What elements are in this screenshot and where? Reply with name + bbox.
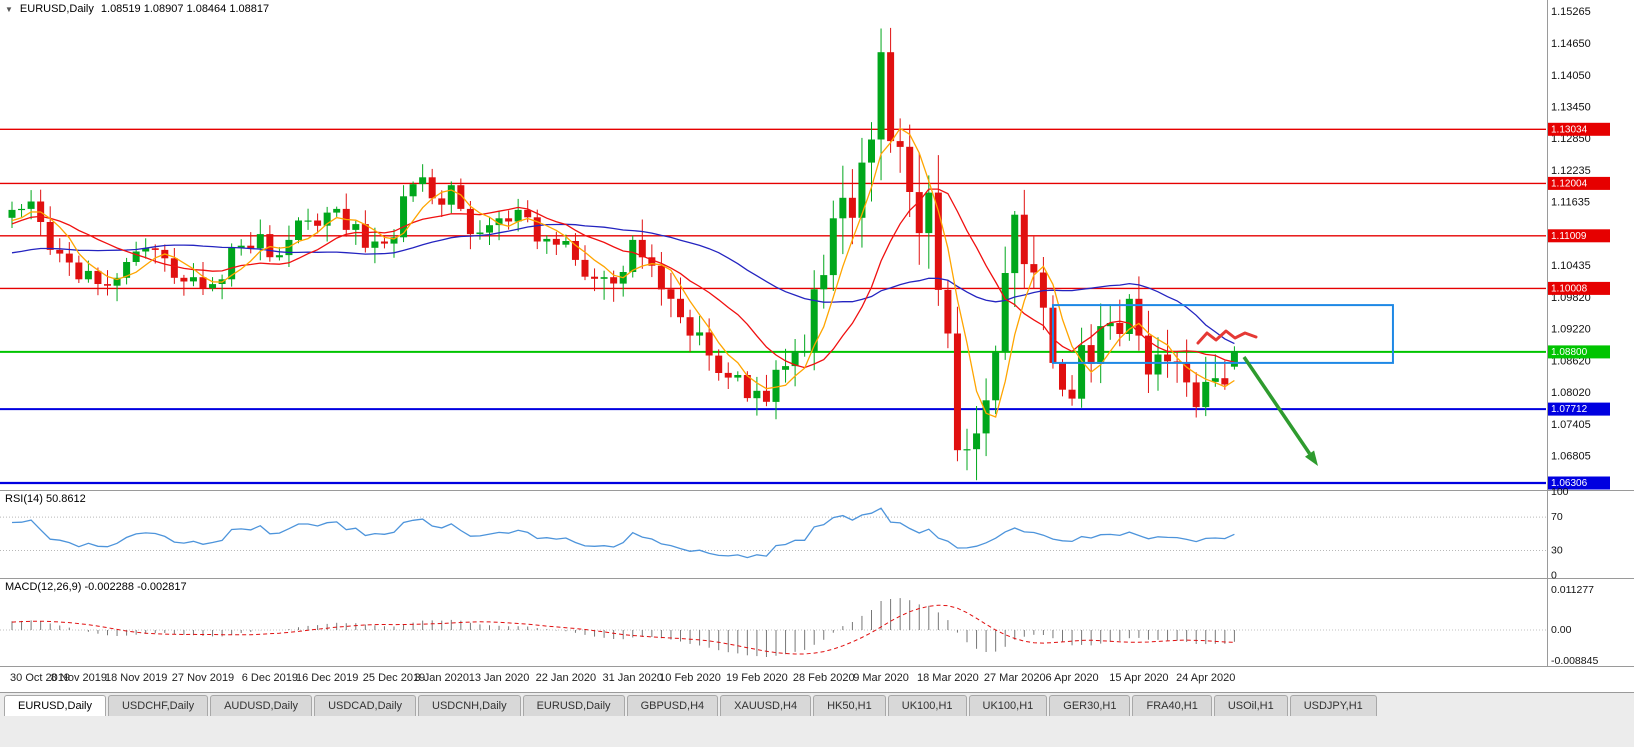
svg-text:9 Mar 2020: 9 Mar 2020: [853, 672, 909, 684]
svg-text:1.14650: 1.14650: [1551, 38, 1591, 50]
chart-canvas[interactable]: 1.15265 1.14650 1.14050 1.13450 1.12850 1.122…: [0, 0, 1634, 692]
svg-text:30: 30: [1551, 544, 1563, 556]
svg-text:1.08800: 1.08800: [1551, 347, 1588, 358]
symbol-timeframe-label: EURUSD,Daily: [19, 3, 94, 15]
chart-tab-usdchf-daily[interactable]: USDCHF,Daily: [107, 695, 209, 716]
chart-tab-gbpusd-h4[interactable]: GBPUSD,H4: [626, 695, 719, 716]
chart-tab-usdcad-daily[interactable]: USDCAD,Daily: [314, 695, 417, 716]
svg-text:1.06805: 1.06805: [1551, 451, 1591, 463]
macd-signal-line: [11, 604, 1235, 655]
svg-text:25 Dec 2019: 25 Dec 2019: [363, 672, 425, 684]
macd-panel: [0, 598, 1546, 657]
chart-tab-xauusd-h4[interactable]: XAUUSD,H4: [720, 695, 812, 716]
svg-text:0.011277: 0.011277: [1551, 584, 1594, 596]
svg-text:30 Oct 2019: 30 Oct 2019: [10, 672, 70, 684]
price-badges: 1.13034 1.12004 1.11009 1.10008 1.08800 1.077…: [1548, 122, 1610, 490]
macd-axis: 0.011277 0.00 -0.008845: [1551, 584, 1598, 667]
svg-text:1.09820: 1.09820: [1551, 292, 1591, 304]
one-click-trading-collapse-icon[interactable]: ▼: [5, 4, 13, 14]
svg-text:24 Apr 2020: 24 Apr 2020: [1176, 672, 1235, 684]
price-badge-1.13034: [1548, 122, 1610, 136]
panel-separators: [0, 0, 1634, 667]
svg-text:6 Dec 2019: 6 Dec 2019: [242, 672, 298, 684]
svg-text:15 Apr 2020: 15 Apr 2020: [1109, 672, 1168, 684]
chart-tab-ger30-h1[interactable]: GER30,H1: [1049, 695, 1131, 716]
svg-text:0: 0: [1551, 569, 1557, 581]
svg-text:-0.008845: -0.008845: [1551, 655, 1598, 667]
chart-tab-hk50-h1[interactable]: HK50,H1: [813, 695, 886, 716]
svg-text:18 Mar 2020: 18 Mar 2020: [917, 672, 979, 684]
svg-text:1.13034: 1.13034: [1551, 124, 1588, 135]
projection-arrow[interactable]: [1242, 356, 1318, 466]
rsi-panel: [0, 507, 1546, 559]
macd-indicator-label: MACD(12,26,9) -0.002288 -0.002817: [5, 581, 187, 593]
price-path-annotation[interactable]: [1196, 329, 1258, 345]
svg-text:8 Nov 2019: 8 Nov 2019: [51, 672, 107, 684]
rsi-line: [11, 507, 1235, 559]
price-badge-1.07712: [1548, 402, 1610, 416]
svg-text:27 Mar 2020: 27 Mar 2020: [984, 672, 1046, 684]
svg-text:1.07405: 1.07405: [1551, 419, 1591, 431]
svg-text:31 Jan 2020: 31 Jan 2020: [602, 672, 663, 684]
svg-text:1.12850: 1.12850: [1551, 133, 1591, 145]
svg-text:100: 100: [1551, 486, 1569, 498]
chart-tab-uk100-h1[interactable]: UK100,H1: [887, 695, 967, 716]
svg-text:1.10435: 1.10435: [1551, 260, 1591, 272]
price-badge-1.06306: [1548, 476, 1610, 490]
svg-text:6 Apr 2020: 6 Apr 2020: [1045, 672, 1098, 684]
ma-medium-line: [11, 188, 1235, 369]
ma-fast-line: [11, 127, 1235, 418]
chart-tab-usdjpy-h1[interactable]: USDJPY,H1: [1289, 695, 1377, 716]
svg-text:1.09220: 1.09220: [1551, 324, 1591, 336]
svg-text:1.11009: 1.11009: [1551, 231, 1587, 242]
ohlc-values: 1.08519 1.08907 1.08464 1.08817: [100, 3, 270, 15]
candlestick-series: [8, 27, 1238, 481]
chart-tab-eurusd-daily[interactable]: EURUSD,Daily: [4, 695, 106, 716]
ma-slow-line: [11, 223, 1235, 345]
svg-text:18 Nov 2019: 18 Nov 2019: [105, 672, 167, 684]
svg-text:1.14050: 1.14050: [1551, 70, 1591, 82]
svg-text:1.08020: 1.08020: [1551, 387, 1591, 399]
svg-text:3 Jan 2020: 3 Jan 2020: [415, 672, 469, 684]
rsi-axis: 100 70 30 0: [1551, 486, 1569, 581]
svg-text:1.11635: 1.11635: [1551, 197, 1590, 209]
chart-tab-usdcnh-daily[interactable]: USDCNH,Daily: [418, 695, 521, 716]
svg-text:0.00: 0.00: [1551, 624, 1572, 636]
svg-text:27 Nov 2019: 27 Nov 2019: [172, 672, 234, 684]
consolidation-rectangle[interactable]: [1051, 304, 1394, 364]
price-badge-1.12004: [1548, 176, 1610, 190]
svg-text:19 Feb 2020: 19 Feb 2020: [726, 672, 788, 684]
rsi-indicator-label: RSI(14) 50.8612: [5, 493, 86, 505]
horizontal-level-lines: [0, 128, 1546, 485]
macd-histogram: [11, 598, 1235, 657]
svg-text:1.07712: 1.07712: [1551, 404, 1588, 415]
svg-text:28 Feb 2020: 28 Feb 2020: [793, 672, 855, 684]
svg-text:1.06306: 1.06306: [1551, 478, 1588, 489]
chart-tab-audusd-daily[interactable]: AUDUSD,Daily: [210, 695, 313, 716]
svg-text:1.10008: 1.10008: [1551, 284, 1588, 295]
chart-tab-usoil-h1[interactable]: USOil,H1: [1213, 695, 1288, 716]
svg-text:16 Dec 2019: 16 Dec 2019: [296, 672, 358, 684]
chart-tab-uk100-h1[interactable]: UK100,H1: [968, 695, 1048, 716]
price-badge-1.08800: [1548, 345, 1610, 359]
svg-text:1.13450: 1.13450: [1551, 101, 1591, 113]
chart-tab-bar: EURUSD,Daily USDCHF,Daily AUDUSD,Daily USDC…: [0, 692, 1634, 747]
price-badge-1.11009: [1548, 229, 1610, 243]
svg-text:13 Jan 2020: 13 Jan 2020: [469, 672, 530, 684]
svg-text:22 Jan 2020: 22 Jan 2020: [536, 672, 597, 684]
svg-text:1.12004: 1.12004: [1551, 179, 1588, 190]
svg-text:1.12235: 1.12235: [1551, 165, 1591, 177]
price-badge-1.10008: [1548, 281, 1610, 295]
price-axis: 1.15265 1.14650 1.14050 1.13450 1.12850 1.122…: [1551, 6, 1591, 463]
svg-text:1.15265: 1.15265: [1551, 6, 1591, 18]
chart-header: ▼ EURUSD,Daily 1.08519 1.08907 1.08464 1…: [5, 3, 269, 15]
chart-tab-fra40-h1[interactable]: FRA40,H1: [1132, 695, 1212, 716]
chart-tab-eurusd-daily[interactable]: EURUSD,Daily: [522, 695, 625, 716]
svg-text:10 Feb 2020: 10 Feb 2020: [659, 672, 721, 684]
svg-text:70: 70: [1551, 511, 1563, 523]
